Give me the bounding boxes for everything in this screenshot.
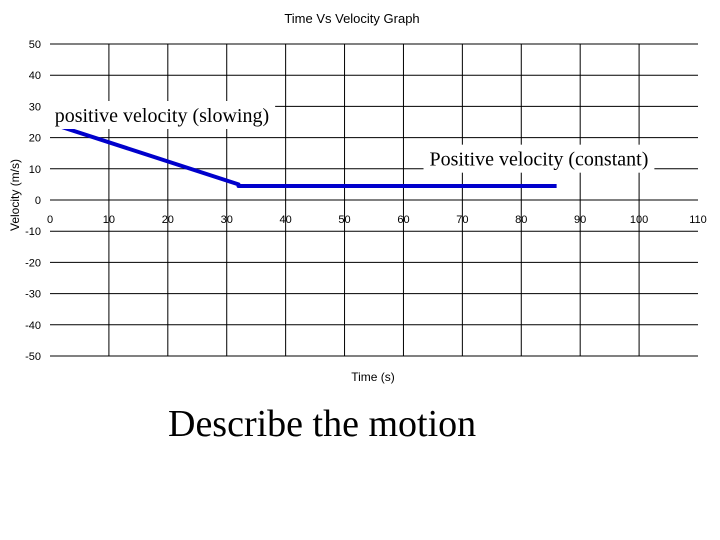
annotations: positive velocity (slowing) Positive velo…	[48, 101, 655, 173]
annotation: positive velocity (slowing)	[48, 101, 276, 129]
x-tick-label: 10	[103, 214, 115, 226]
y-tick-label: -40	[25, 320, 41, 332]
x-tick-label: 30	[221, 214, 233, 226]
y-tick-label: 50	[29, 39, 41, 51]
annotation-background	[48, 101, 276, 129]
x-tick-label: 100	[630, 214, 648, 226]
x-tick-label: 90	[574, 214, 586, 226]
series-line	[55, 123, 557, 188]
annotation-background	[423, 144, 655, 173]
x-tick-label: 60	[397, 214, 409, 226]
x-tick-label: 0	[47, 214, 53, 226]
y-tick-label: -50	[25, 351, 41, 363]
grid	[50, 43, 698, 357]
y-tick-label: -30	[25, 289, 41, 301]
y-tick-label: 0	[35, 195, 41, 207]
y-tick-labels: 50 40 30 20 10 0 -10 -20 -30 -40 -50	[25, 39, 41, 363]
data-series	[55, 123, 557, 188]
annotation-text: Positive velocity (constant)	[430, 149, 649, 171]
y-axis-label: Velocity (m/s)	[8, 159, 22, 231]
x-tick-label: 80	[515, 214, 527, 226]
y-tick-label: 20	[29, 133, 41, 145]
y-tick-label: -10	[25, 226, 41, 238]
annotation-text: positive velocity (slowing)	[55, 105, 269, 127]
x-tick-label: 40	[280, 214, 292, 226]
x-tick-labels: 0 10 20 30 40 50 60 70 80 90 100 110	[47, 214, 707, 226]
y-tick-label: 10	[29, 164, 41, 176]
y-tick-label: -20	[25, 257, 41, 269]
describe-the-motion-caption: Describe the motion	[168, 403, 477, 445]
x-tick-label: 110	[689, 214, 707, 226]
x-tick-label: 70	[456, 214, 468, 226]
x-tick-label: 20	[162, 214, 174, 226]
y-tick-label: 30	[29, 101, 41, 113]
chart-title: Time Vs Velocity Graph	[284, 11, 419, 26]
y-tick-label: 40	[29, 70, 41, 82]
annotation: Positive velocity (constant)	[423, 144, 655, 173]
x-axis-label: Time (s)	[351, 370, 395, 384]
x-tick-label: 50	[338, 214, 350, 226]
